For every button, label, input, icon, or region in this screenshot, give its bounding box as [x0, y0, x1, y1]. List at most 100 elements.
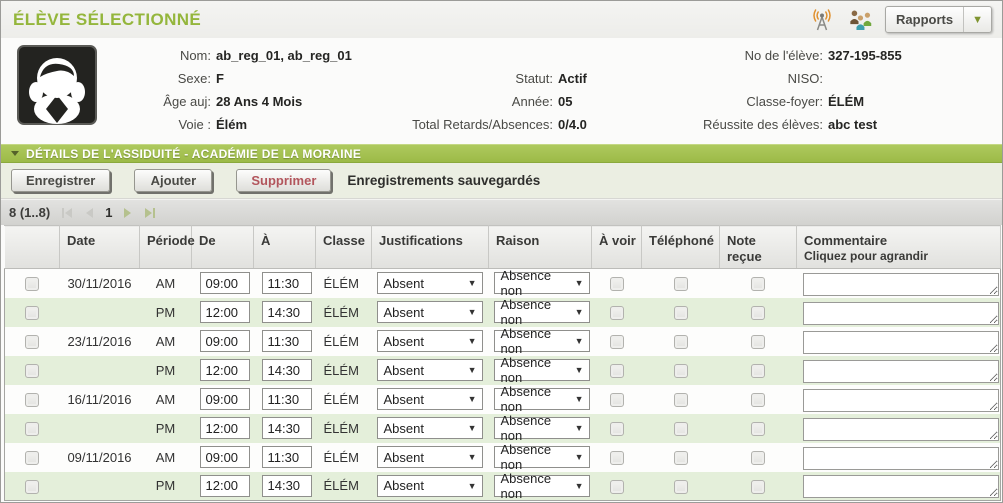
add-button[interactable]: Ajouter	[134, 169, 213, 192]
justification-select[interactable]: Absent ▼	[376, 330, 483, 352]
info-label: Réussite des élèves:	[703, 117, 823, 132]
justifications-column-header: Justifications	[371, 225, 489, 269]
periode-cell: PM	[139, 413, 192, 443]
save-button[interactable]: Enregistrer	[11, 169, 111, 192]
telephone-checkbox[interactable]	[673, 450, 688, 465]
a-voir-checkbox[interactable]	[609, 421, 624, 436]
a-voir-checkbox[interactable]	[609, 392, 624, 407]
attendance-row: PM ÉLÉM Absent ▼ Absence non ▼	[4, 355, 1001, 385]
last-page-button[interactable]	[143, 206, 157, 220]
a-voir-checkbox[interactable]	[609, 479, 624, 494]
row-select-checkbox[interactable]	[25, 277, 40, 292]
raison-select[interactable]: Absence non ▼	[493, 297, 590, 327]
raison-select[interactable]: Absence non ▼	[493, 384, 590, 414]
raison-select[interactable]: Absence non ▼	[493, 413, 590, 443]
commentaire-textarea[interactable]	[802, 330, 999, 354]
classe-cell: ÉLÉM	[315, 384, 372, 414]
row-select-checkbox[interactable]	[25, 421, 40, 436]
row-select-checkbox[interactable]	[25, 363, 40, 378]
a-voir-checkbox[interactable]	[609, 450, 624, 465]
commentaire-textarea[interactable]	[802, 417, 999, 441]
raison-select[interactable]: Absence non ▼	[493, 442, 590, 472]
time-to-input[interactable]	[261, 417, 312, 439]
table-header-row: Date Période De À Classe Justifications …	[4, 225, 1001, 269]
row-select-checkbox[interactable]	[25, 450, 40, 465]
time-from-input[interactable]	[199, 446, 250, 468]
time-from-input[interactable]	[199, 272, 250, 295]
attendance-section-header[interactable]: DÉTAILS DE L'ASSIDUITÉ - ACADÉMIE DE LA …	[1, 144, 1002, 163]
time-to-input[interactable]	[261, 388, 312, 410]
commentaire-textarea[interactable]	[802, 475, 999, 499]
row-select-checkbox[interactable]	[25, 305, 40, 320]
telephone-checkbox[interactable]	[673, 392, 688, 407]
telephone-checkbox[interactable]	[673, 479, 688, 494]
commentaire-textarea[interactable]	[802, 388, 999, 412]
rapports-button[interactable]: Rapports ▼	[885, 6, 992, 33]
time-from-input[interactable]	[199, 388, 250, 410]
justification-select[interactable]: Absent ▼	[376, 301, 483, 323]
note-recue-checkbox[interactable]	[751, 421, 765, 436]
info-label: Statut:	[515, 71, 553, 86]
raison-select[interactable]: Absence non ▼	[493, 471, 590, 501]
row-select-checkbox[interactable]	[25, 392, 40, 407]
telephone-checkbox[interactable]	[673, 421, 688, 436]
commentaire-textarea[interactable]	[802, 301, 999, 325]
a-voir-checkbox[interactable]	[609, 277, 624, 292]
raison-select[interactable]: Absence non ▼	[493, 268, 590, 298]
justification-select[interactable]: Absent ▼	[376, 474, 483, 497]
first-page-button[interactable]	[60, 206, 74, 220]
raison-value: Absence non	[500, 355, 552, 385]
time-to-input[interactable]	[261, 359, 312, 381]
note-recue-checkbox[interactable]	[751, 363, 765, 378]
justification-select[interactable]: Absent ▼	[376, 272, 483, 295]
people-group-icon[interactable]	[847, 7, 873, 33]
delete-button[interactable]: Supprimer	[236, 169, 332, 192]
date-cell	[59, 413, 140, 443]
time-from-input[interactable]	[199, 359, 250, 381]
note-recue-checkbox[interactable]	[751, 450, 765, 465]
prev-page-button[interactable]	[84, 206, 95, 220]
raison-select[interactable]: Absence non ▼	[493, 355, 590, 385]
date-cell	[59, 355, 140, 385]
periode-cell: PM	[139, 355, 192, 385]
time-to-input[interactable]	[261, 446, 312, 468]
note-recue-checkbox[interactable]	[751, 334, 765, 349]
telephone-checkbox[interactable]	[673, 363, 688, 378]
time-from-input[interactable]	[199, 417, 250, 439]
row-select-checkbox[interactable]	[25, 334, 40, 349]
time-to-input[interactable]	[261, 301, 312, 323]
broadcast-icon[interactable]	[809, 7, 835, 33]
time-to-input[interactable]	[261, 330, 312, 352]
time-to-input[interactable]	[261, 272, 312, 295]
raison-select[interactable]: Absence non ▼	[493, 326, 590, 356]
note-recue-checkbox[interactable]	[751, 479, 765, 494]
time-from-input[interactable]	[199, 474, 250, 497]
a-voir-checkbox[interactable]	[609, 305, 624, 320]
row-select-checkbox[interactable]	[25, 479, 40, 494]
info-label: No de l'élève:	[744, 48, 823, 63]
telephone-checkbox[interactable]	[673, 305, 688, 320]
commentaire-textarea[interactable]	[802, 446, 999, 470]
a-voir-checkbox[interactable]	[609, 363, 624, 378]
next-page-button[interactable]	[122, 206, 133, 220]
info-label: Total Retards/Absences:	[412, 117, 553, 132]
rapports-label: Rapports	[896, 12, 954, 27]
telephone-checkbox[interactable]	[673, 334, 688, 349]
attendance-table: Date Période De À Classe Justifications …	[4, 225, 1001, 501]
info-row: Voie : Élém Total Retards/Absences: 0/4.…	[131, 113, 1002, 136]
justification-select[interactable]: Absent ▼	[376, 359, 483, 381]
telephone-checkbox[interactable]	[673, 277, 688, 292]
note-recue-checkbox[interactable]	[751, 277, 765, 292]
justification-select[interactable]: Absent ▼	[376, 446, 483, 468]
commentaire-textarea[interactable]	[802, 272, 999, 296]
a-voir-checkbox[interactable]	[609, 334, 624, 349]
note-recue-checkbox[interactable]	[751, 305, 765, 320]
date-cell	[59, 297, 140, 327]
note-recue-checkbox[interactable]	[751, 392, 765, 407]
commentaire-textarea[interactable]	[802, 359, 999, 383]
justification-select[interactable]: Absent ▼	[376, 388, 483, 410]
justification-select[interactable]: Absent ▼	[376, 417, 483, 439]
time-to-input[interactable]	[261, 474, 312, 497]
time-from-input[interactable]	[199, 330, 250, 352]
time-from-input[interactable]	[199, 301, 250, 323]
